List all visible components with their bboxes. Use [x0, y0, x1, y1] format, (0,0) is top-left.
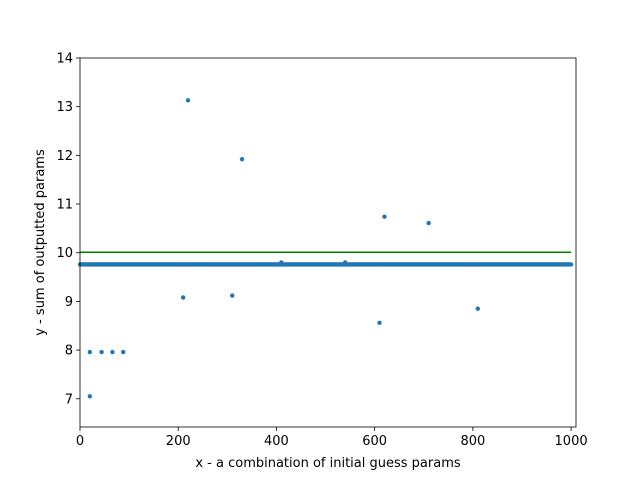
data-point: [110, 349, 115, 355]
data-point: [342, 260, 348, 265]
data-point: [382, 214, 387, 219]
y-tick-label: 13: [56, 100, 73, 115]
data-point: [426, 220, 431, 226]
y-axis-label: y - sum of outputted params: [33, 149, 48, 336]
x-tick-label: 0: [76, 434, 84, 449]
y-tick-label: 9: [65, 295, 73, 310]
x-tick-label: 400: [264, 434, 289, 449]
x-tick-label: 1000: [555, 434, 588, 449]
y-tick-label: 12: [56, 149, 73, 164]
y-tick-label: 10: [56, 246, 73, 261]
data-point: [87, 349, 93, 355]
data-point: [230, 293, 235, 298]
axis-ticks: 0 200 400 600 800 1000 7 8 9 10 11 12 13 14: [56, 52, 587, 450]
x-tick-label: 600: [362, 434, 387, 449]
x-axis-label: x - a combination of initial guess param…: [195, 456, 461, 471]
data-point: [568, 262, 574, 267]
data-point: [121, 349, 126, 355]
data-point: [99, 349, 104, 355]
data-point: [279, 260, 284, 265]
y-tick-label: 8: [65, 344, 73, 359]
x-tick-label: 800: [460, 434, 485, 449]
data-point: [180, 295, 186, 300]
data-point: [475, 306, 480, 311]
y-tick-label: 11: [56, 198, 73, 213]
y-tick-label: 14: [56, 52, 73, 67]
data-point: [87, 394, 93, 399]
data-point: [185, 98, 191, 103]
axes-frame: [79, 57, 577, 428]
x-tick-label: 200: [166, 434, 191, 449]
plot-area: [77, 98, 574, 399]
data-point: [377, 320, 382, 326]
y-tick-label: 7: [65, 392, 73, 407]
data-point: [239, 157, 245, 162]
